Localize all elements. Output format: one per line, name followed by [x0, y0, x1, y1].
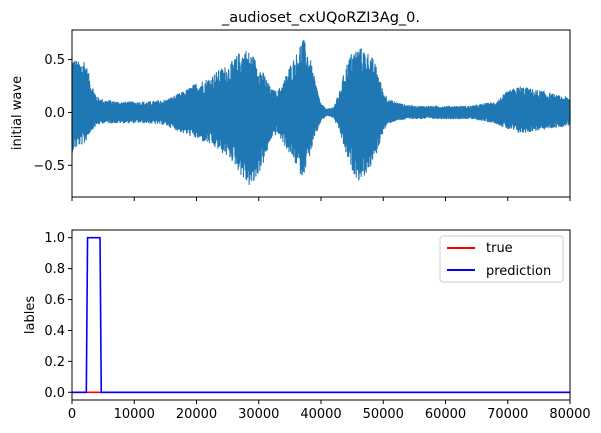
x-tick-label: 70000: [487, 407, 528, 422]
labels-marks: [72, 236, 570, 394]
y-tick-label: −0.5: [33, 159, 65, 174]
x-tick-label: 80000: [549, 407, 590, 422]
x-tick-label: 0: [68, 407, 76, 422]
series-prediction: [72, 236, 570, 394]
y-tick-label: 0.5: [44, 53, 65, 68]
x-tick-label: 40000: [300, 407, 341, 422]
y-tick-label: 0.8: [44, 262, 65, 277]
labels-ylabel: lables: [23, 296, 38, 334]
legend: true prediction: [439, 235, 564, 283]
x-tick-label: 30000: [238, 407, 279, 422]
y-tick-label: 0.2: [44, 355, 65, 370]
y-tick-label: 0.4: [44, 324, 65, 339]
legend-prediction-label: prediction: [486, 264, 551, 279]
waveform-x-ticks: [71, 197, 571, 201]
y-tick-label: 0.6: [44, 293, 65, 308]
waveform-title: _audioset_cxUQoRZI3Ag_0.: [221, 10, 420, 26]
x-tick-label: 60000: [425, 407, 466, 422]
legend-true-label: true: [486, 241, 513, 256]
y-tick-label: 0.0: [44, 106, 65, 121]
x-tick-label: 50000: [363, 407, 404, 422]
labels-x-ticks: 0 10000 20000 30000 40000 50000 60000 70000 8000…: [68, 400, 591, 422]
x-tick-label: 10000: [114, 407, 155, 422]
y-tick-label: 0.0: [44, 386, 65, 401]
y-tick-label: 1.0: [44, 231, 65, 246]
waveform-marks: [71, 40, 571, 185]
labels-panel: 0.0 0.2 0.4 0.6 0.8 1.0 0 10000 20000 30000 40000…: [23, 229, 591, 422]
waveform-y-ticks: 0.5 0.0 −0.5: [33, 53, 72, 174]
labels-y-ticks: 0.0 0.2 0.4 0.6 0.8 1.0: [44, 231, 72, 401]
waveform-panel: _audioset_cxUQoRZI3Ag_0. 0.5 0.0 −0.5 init…: [10, 10, 571, 201]
x-tick-label: 20000: [176, 407, 217, 422]
waveform-line: [71, 40, 571, 185]
waveform-ylabel: initial wave: [10, 76, 25, 150]
